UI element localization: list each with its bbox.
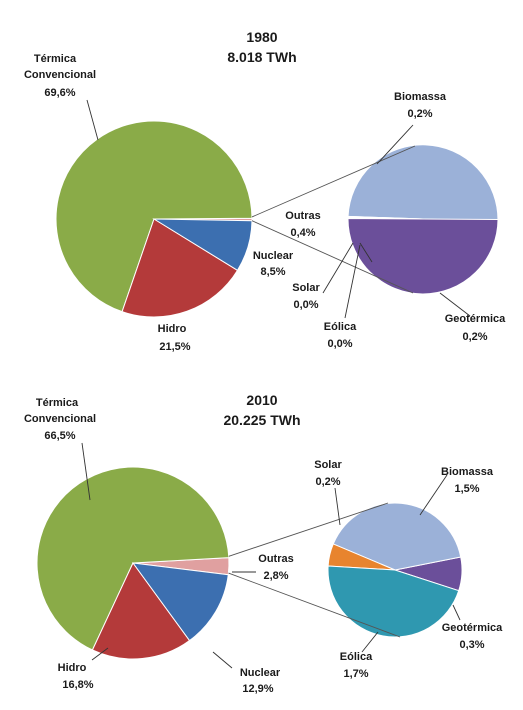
label-geotermica-2010-value: 0,3% <box>459 639 484 651</box>
label-eolica-1980: Eólica <box>324 321 357 333</box>
chart-1980-breakdown-slice-biomassa <box>347 144 499 223</box>
leader-line <box>86 99 99 141</box>
chart-2010-main-pie <box>36 466 230 660</box>
connector-top <box>251 145 416 218</box>
label-geotermica-1980-value: 0,2% <box>462 331 487 343</box>
connector-top <box>228 502 389 557</box>
chart-2010-main-slice-nuclear <box>131 562 229 642</box>
leader-line <box>359 242 373 263</box>
chart-2010-connectors <box>228 502 401 638</box>
label-biomassa-2010: Biomassa <box>441 466 494 478</box>
chart-1980-subtitle: 8.018 TWh <box>227 49 296 65</box>
leader-line <box>361 631 379 653</box>
label-biomassa-1980-value: 0,2% <box>407 108 432 120</box>
label-eolica-2010: Eólica <box>340 651 373 663</box>
label-hidro-1980: Hidro <box>158 323 187 335</box>
chart-2010-breakdown-slice-eolica <box>327 565 460 638</box>
chart-1980-main-pie <box>55 120 253 318</box>
leader-line <box>419 474 448 516</box>
chart-2010-subtitle: 20.225 TWh <box>223 412 300 428</box>
chart-2010-main-slice-hidro <box>91 562 191 660</box>
label-eolica-1980-value: 0,0% <box>327 338 352 350</box>
chart-1980-breakdown-slice-geotermica <box>347 217 499 295</box>
label-termica-2010-value: 66,5% <box>44 430 75 442</box>
chart-2010-title: 2010 <box>246 392 277 408</box>
connector-bottom <box>228 572 401 638</box>
label-hidro-2010-value: 16,8% <box>62 679 93 691</box>
label-solar-2010-value: 0,2% <box>315 476 340 488</box>
label-solar-2010: Solar <box>314 459 342 471</box>
chart-1980-connectors <box>251 145 416 294</box>
leader-line <box>81 442 91 501</box>
leader-line <box>322 242 354 294</box>
label-nuclear-1980: Nuclear <box>253 250 294 262</box>
chart-2010-breakdown-slice-biomassa <box>332 502 462 571</box>
leader-line <box>376 124 414 165</box>
label-termica-1980-line2: Convencional <box>24 69 96 81</box>
label-hidro-1980-value: 21,5% <box>159 341 190 353</box>
label-termica-2010-line1: Térmica <box>36 397 79 409</box>
label-termica-1980-value: 69,6% <box>44 87 75 99</box>
label-solar-1980-value: 0,0% <box>293 299 318 311</box>
chart-2010-breakdown-pie <box>327 502 463 638</box>
connector-bottom <box>251 220 414 294</box>
leader-line <box>452 604 461 621</box>
label-termica-1980-line1: Térmica <box>34 53 77 65</box>
chart-1980-main-slice-termica-convencional <box>55 120 253 313</box>
chart-2010-main-slice-termica-convencional <box>36 466 230 651</box>
label-nuclear-1980-value: 8,5% <box>260 266 285 278</box>
label-outras-2010: Outras <box>258 553 293 565</box>
leader-line <box>212 651 233 669</box>
label-nuclear-2010: Nuclear <box>240 667 281 679</box>
label-geotermica-2010: Geotérmica <box>442 622 503 634</box>
leader-line <box>344 244 361 319</box>
label-hidro-2010: Hidro <box>58 662 87 674</box>
chart-1980-breakdown-pie <box>347 144 499 295</box>
label-outras-1980-value: 0,4% <box>290 227 315 239</box>
label-termica-2010-line2: Convencional <box>24 413 96 425</box>
label-solar-1980: Solar <box>292 282 320 294</box>
leader-line <box>91 647 109 661</box>
label-outras-2010-value: 2,8% <box>263 570 288 582</box>
chart-1980-main-slice-hidro <box>121 218 239 318</box>
chart-1980: 1980 8.018 TWh Térmica Convencional 69,6… <box>24 29 506 353</box>
label-biomassa-2010-value: 1,5% <box>454 483 479 495</box>
label-nuclear-2010-value: 12,9% <box>242 683 273 695</box>
chart-2010: 2010 20.225 TWh Térmica Convencional 66,… <box>24 392 503 695</box>
leader-line <box>439 292 471 317</box>
leader-line <box>334 487 341 526</box>
chart-1980-title: 1980 <box>246 29 277 45</box>
label-geotermica-1980: Geotérmica <box>445 313 506 325</box>
label-outras-1980: Outras <box>285 210 320 222</box>
label-eolica-2010-value: 1,7% <box>343 668 368 680</box>
label-biomassa-1980: Biomassa <box>394 91 447 103</box>
